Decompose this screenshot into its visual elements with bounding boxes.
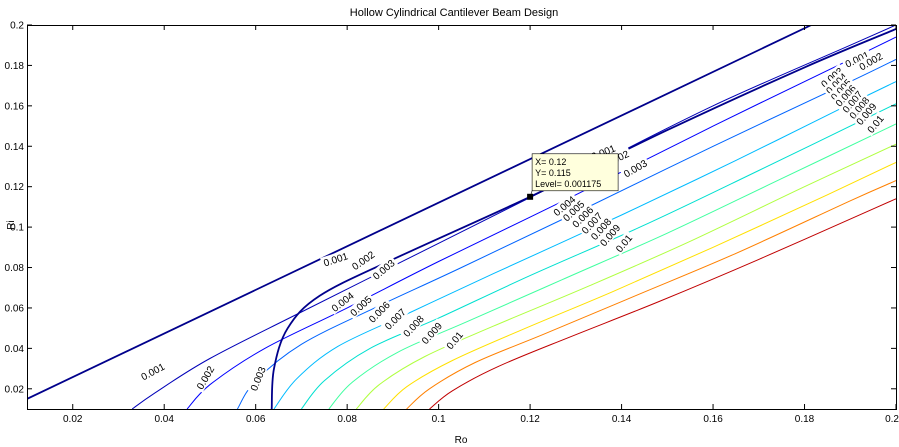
y-tick-label: 0.12 xyxy=(5,182,25,193)
datatip-text: X= 0.12 xyxy=(535,157,566,167)
contour-label-text: 0.001 xyxy=(322,251,350,269)
x-tick-label: 0.16 xyxy=(703,414,723,425)
x-tick-label: 0.02 xyxy=(63,414,83,425)
x-tick-label: 0.12 xyxy=(520,414,540,425)
datatip-marker[interactable] xyxy=(527,193,534,200)
chart-title: Hollow Cylindrical Cantilever Beam Desig… xyxy=(350,7,558,19)
y-tick-label: 0.18 xyxy=(5,61,25,72)
y-tick-label: 0.2 xyxy=(10,21,24,32)
contour-line xyxy=(383,161,896,409)
y-axis-label: Ri xyxy=(6,220,17,229)
datatip-text: Y= 0.115 xyxy=(535,168,571,178)
x-tick-label: 0.08 xyxy=(337,414,357,425)
y-tick-label: 0.14 xyxy=(5,142,25,153)
datatip-text: Level= 0.001175 xyxy=(535,179,601,189)
axes-box xyxy=(27,25,897,410)
y-tick-label: 0.06 xyxy=(5,303,25,314)
contour-line xyxy=(328,123,896,409)
contour-line xyxy=(355,143,896,409)
contour-line xyxy=(273,81,896,409)
x-tick-label: 0.04 xyxy=(154,414,174,425)
y-tick-label: 0.04 xyxy=(5,344,25,355)
contour-label-text: 0.003 xyxy=(249,365,269,393)
contour-line xyxy=(406,180,896,409)
y-tick-label: 0.1 xyxy=(10,223,24,234)
x-axis-label: Ro xyxy=(455,435,468,446)
boundary-line xyxy=(27,25,812,400)
y-tick-label: 0.08 xyxy=(5,263,25,274)
constraint-curve xyxy=(270,28,896,409)
y-tick-label: 0.16 xyxy=(5,101,25,112)
x-tick-label: 0.06 xyxy=(246,414,266,425)
x-tick-label: 0.14 xyxy=(612,414,632,425)
x-tick-label: 0.1 xyxy=(432,414,446,425)
contour-label: 0.003 xyxy=(247,363,269,395)
contour-line xyxy=(236,58,896,409)
datatip-box[interactable] xyxy=(531,153,619,192)
contour-line xyxy=(429,198,896,409)
tick-labels: 0.02 0.04 0.06 0.08 0.1 0.12 0.14 0.16 0.18 0.2 0.… xyxy=(5,21,899,426)
contour-label: 0.002 xyxy=(192,362,218,393)
x-tick-label: 0.2 xyxy=(885,414,899,425)
x-tick-label: 0.18 xyxy=(795,414,815,425)
contour-label: 0.001 xyxy=(137,359,168,383)
axis-ticks xyxy=(27,24,897,409)
y-tick-label: 0.02 xyxy=(5,384,25,395)
contour-line xyxy=(131,25,896,409)
contour-lines xyxy=(131,25,896,409)
contour-line xyxy=(301,103,896,409)
contour-label: 0.01 xyxy=(442,327,466,353)
constraint-curves xyxy=(27,25,896,409)
contour-line xyxy=(186,36,896,409)
